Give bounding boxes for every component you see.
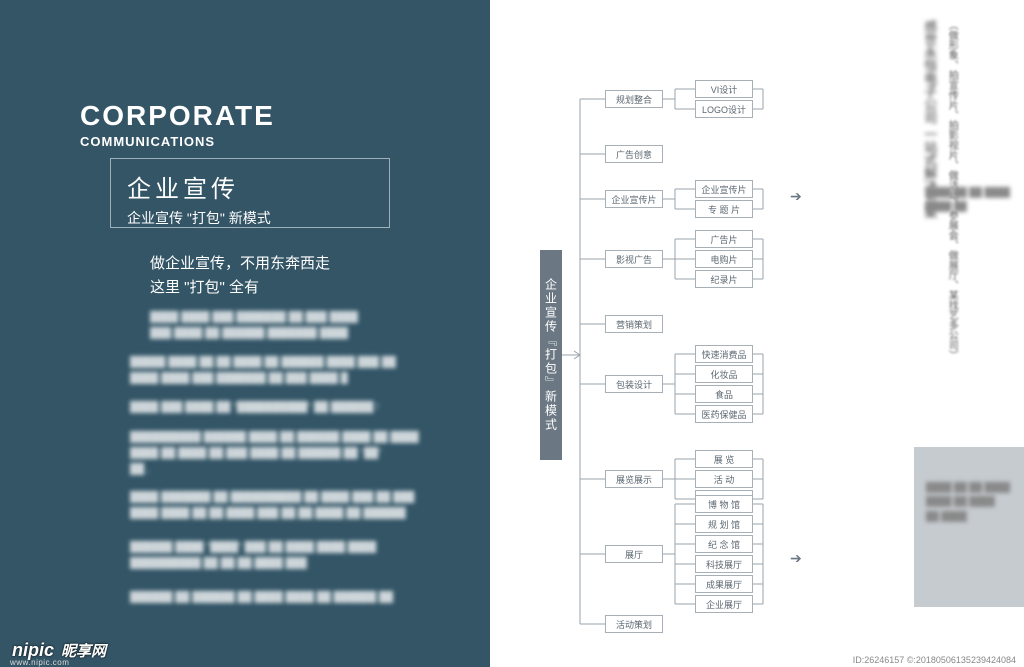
intro-block: 做企业宣传，不用东奔西走 这里 "打包" 全有 <box>150 252 330 300</box>
left-panel: CORPORATE COMMUNICATIONS 企业宣传 企业宣传 "打包" … <box>0 0 490 667</box>
title-l2: 企业宣传 "打包" 新模式 <box>127 208 373 228</box>
tree-l3-node: VI设计 <box>695 80 753 98</box>
arrow-icon: ➔ <box>790 188 802 205</box>
blur-para: ████ ███████ ██ ██████████ ██ ████ ███ █… <box>130 490 470 522</box>
blur-para: ████ ███ ████ ██ "██████████" ██ ██████ … <box>130 400 460 416</box>
tree-l3-node: 医药保健品 <box>695 405 753 423</box>
blur-text: ████ ██ ██ ████████ ██ ██████ ████ <box>926 480 1016 523</box>
tree-l3-node: 规 划 馆 <box>695 515 753 533</box>
tree-l3-node: 电购片 <box>695 250 753 268</box>
tree-l3-node: 纪录片 <box>695 270 753 288</box>
blur-para: ██████████ ██████ ████ ██ ██████ ████ ██… <box>130 430 470 478</box>
tree-l3-node: 活 动 <box>695 470 753 488</box>
watermark-id: ID:26246157 ©:20180506135239424084 <box>853 655 1016 665</box>
blur-para: ██████ ████ "████" ███ ██ ████ ████ ████… <box>130 540 470 572</box>
tree-l2-node: 影视广告 <box>605 250 663 268</box>
tree-l3-node: LOGO设计 <box>695 100 753 118</box>
tree-l3-node: 专 题 片 <box>695 200 753 218</box>
corporate-heading: CORPORATE COMMUNICATIONS <box>80 100 275 149</box>
tree-root: 企业宣传『打包』新模式 <box>540 250 562 460</box>
corp-big: CORPORATE <box>80 100 275 132</box>
tree-l3-node: 广告片 <box>695 230 753 248</box>
tree-l2-node: 广告创意 <box>605 145 663 163</box>
blur-para: ████ ████ ███ ███████ ██ ███ ███████ ███… <box>150 310 450 342</box>
tree-l3-node: 纪 念 馆 <box>695 535 753 553</box>
tree-l3-node: 快速消费品 <box>695 345 753 363</box>
tree-l3-node: 企业展厅 <box>695 595 753 613</box>
tree-l2-node: 企业宣传片 <box>605 190 663 208</box>
watermark-domain: www.nipic.com <box>10 658 69 667</box>
tree-l3-node: 化妆品 <box>695 365 753 383</box>
right-sidebar: 感世永恒电子公司 一站式解决方案 （做形象、拍宣传片、拍影视片、做活动、参展会、… <box>914 0 1024 667</box>
intro-l1: 做企业宣传，不用东奔西走 <box>150 252 330 276</box>
tree-l2-node: 展厅 <box>605 545 663 563</box>
corp-small: COMMUNICATIONS <box>80 134 275 149</box>
arrow-icon: ➔ <box>790 550 802 567</box>
grey-block <box>914 447 1024 607</box>
blur-para: ██████ ██ ██████ ██ ████ ████ ██ ██████ … <box>130 590 470 606</box>
tree-l2-node: 活动策划 <box>605 615 663 633</box>
tree-l2-node: 规划整合 <box>605 90 663 108</box>
tree-l3-node: 展 览 <box>695 450 753 468</box>
tree-l3-node: 企业宣传片 <box>695 180 753 198</box>
blur-text: ████ ██ ██ ████████ ██ <box>926 185 1016 214</box>
tree-l2-node: 包装设计 <box>605 375 663 393</box>
tree-l3-node: 成果展厅 <box>695 575 753 593</box>
tree-l3-node: 科技展厅 <box>695 555 753 573</box>
wm-logo: nipic <box>12 640 54 660</box>
tree-l3-node: 博 物 馆 <box>695 495 753 513</box>
tree-l2-node: 营销策划 <box>605 315 663 333</box>
blur-para: █████ ████ ██ ██ ████ ██ ██████ ████ ███… <box>130 355 460 387</box>
title-l1: 企业宣传 <box>127 169 373 204</box>
tree-l3-node: 食品 <box>695 385 753 403</box>
tree-l2-node: 展览展示 <box>605 470 663 488</box>
title-box: 企业宣传 企业宣传 "打包" 新模式 <box>110 158 390 228</box>
tree-chart: 企业宣传『打包』新模式 ➔ ➔ 规划整合VI设计LOGO设计广告创意企业宣传片企… <box>510 70 910 630</box>
intro-l2: 这里 "打包" 全有 <box>150 276 330 300</box>
